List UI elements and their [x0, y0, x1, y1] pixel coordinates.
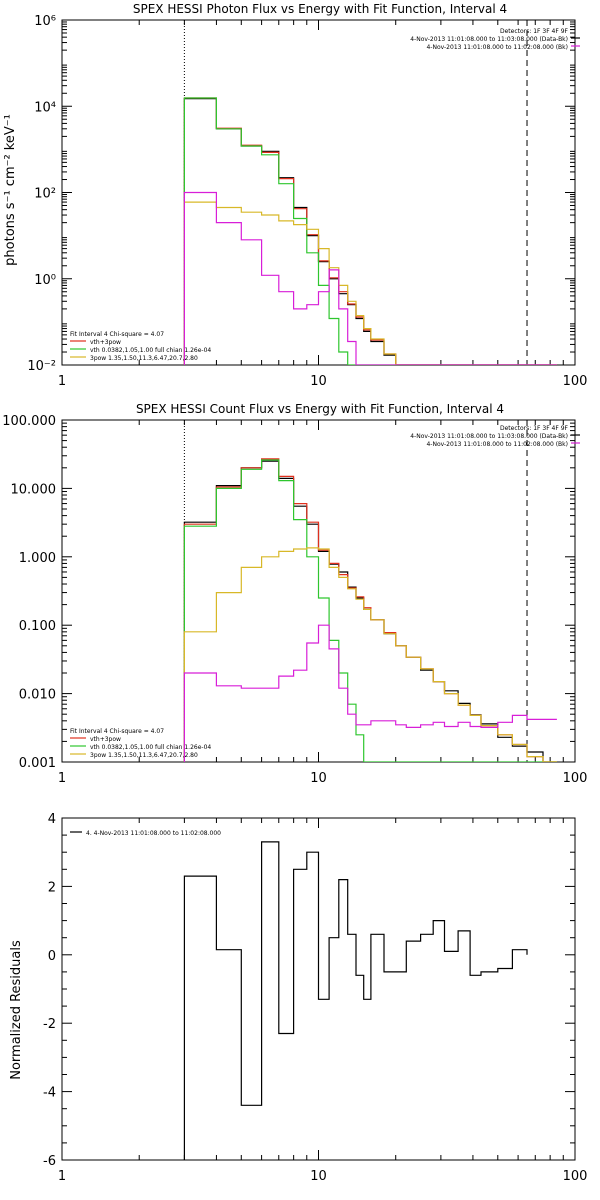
legend-3pow: 3pow 1.35,1.50,11.3,6.47,20.7,2.80 [90, 752, 198, 759]
series-bk-line [183, 191, 557, 365]
y-tick-label: 10² [34, 187, 56, 202]
y-tick-label: 0.100 [19, 619, 56, 634]
x-tick-label: 1 [58, 771, 66, 786]
legend-top-left: 4. 4-Nov-2013 11:01:08.000 to 11:02:08.0… [86, 830, 221, 837]
legend-data-bk: 4-Nov-2013 11:01:08.000 to 11:03:08.000 … [410, 36, 568, 43]
legend-bottom-left: Fit Interval 4 Chi-square = 4.07 vth+3po… [70, 331, 211, 362]
y-tick-label: 100.000 [2, 414, 56, 429]
x-tick-label: 100 [563, 1169, 588, 1184]
y-tick-label: 2 [48, 880, 56, 895]
y-tick-label: 0.010 [19, 688, 56, 703]
legend-bottom-left: Fit Interval 4 Chi-square = 4.07 vth+3po… [70, 728, 211, 759]
series-3pow-line [183, 201, 557, 365]
plot-area [183, 458, 557, 762]
series-residual-line [183, 841, 528, 1160]
legend-top-right: Detectors: 1F 3F 4F 9F 4-Nov-2013 11:01:… [410, 425, 568, 448]
legend-bk: 4-Nov-2013 11:01:08.000 to 11:02:08.000 … [426, 441, 568, 448]
x-tick-label: 10 [310, 374, 327, 389]
y-axis-label: Normalized Residuals [9, 940, 24, 1080]
legend-top-right: Detectors: 1F 3F 4F 9F 4-Nov-2013 11:01:… [410, 28, 568, 51]
legend-interval: 4. 4-Nov-2013 11:01:08.000 to 11:02:08.0… [86, 830, 221, 837]
y-tick-label: 10.000 [11, 482, 57, 497]
y-axis-label: photons s⁻¹ cm⁻² keV⁻¹ [3, 114, 18, 266]
y-tick-label: 0.001 [19, 756, 56, 771]
y-tick-label: 4 [48, 812, 56, 827]
chart-title: SPEX HESSI Photon Flux vs Energy with Fi… [133, 2, 507, 16]
legend-data-bk: 4-Nov-2013 11:01:08.000 to 11:03:08.000 … [410, 433, 568, 440]
residuals-panel: Normalized Residuals 4. 4-Nov-2013 11:01… [9, 812, 587, 1184]
plot-frame [61, 19, 576, 366]
series-3pow-line [183, 547, 557, 762]
legend-vth: vth 0.0382,1.05,1.00 full chian 1.26e-04 [90, 744, 211, 751]
plot-area [183, 841, 528, 1160]
series-vth-line [183, 97, 557, 365]
legend-fit-interval: Fit Interval 4 Chi-square = 4.07 [70, 728, 164, 735]
series-vth-line [183, 459, 557, 762]
y-tick-label: 0 [48, 949, 56, 964]
y-tick-label: 1.000 [19, 551, 56, 566]
series-bk-line [183, 624, 557, 762]
series-data-bk-line [183, 98, 557, 365]
plot-area [183, 97, 557, 365]
y-tick-label: 10⁻² [27, 359, 56, 374]
legend-detectors: Detectors: 1F 3F 4F 9F [500, 28, 569, 35]
series-vth-3pow-line [183, 97, 557, 365]
x-tick-label: 1 [58, 374, 66, 389]
legend-3pow: 3pow 1.35,1.50,11.3,6.47,20.7,2.80 [90, 355, 198, 362]
legend-vth-3pow: vth+3pow [90, 339, 121, 346]
x-tick-label: 10 [310, 1169, 327, 1184]
chart-title: SPEX HESSI Count Flux vs Energy with Fit… [136, 402, 504, 416]
x-tick-label: 100 [563, 374, 588, 389]
photon-flux-panel: SPEX HESSI Photon Flux vs Energy with Fi… [3, 2, 587, 389]
legend-vth-3pow: vth+3pow [90, 736, 121, 743]
x-tick-label: 100 [563, 771, 588, 786]
y-tick-label: 10⁴ [34, 100, 56, 115]
legend-vth: vth 0.0382,1.05,1.00 full chian 1.26e-04 [90, 347, 211, 354]
y-tick-label: 10⁰ [34, 273, 56, 288]
legend-fit-interval: Fit Interval 4 Chi-square = 4.07 [70, 331, 164, 338]
count-flux-panel: SPEX HESSI Count Flux vs Energy with Fit… [2, 402, 587, 786]
y-tick-label: 10⁶ [34, 14, 56, 29]
y-tick-label: -4 [43, 1086, 56, 1101]
x-tick-label: 1 [58, 1169, 66, 1184]
legend-detectors: Detectors: 1F 3F 4F 9F [500, 425, 569, 432]
y-tick-label: -6 [43, 1154, 56, 1169]
y-tick-label: -2 [43, 1017, 56, 1032]
legend-bk: 4-Nov-2013 11:01:08.000 to 11:02:08.000 … [426, 44, 568, 51]
x-tick-label: 10 [310, 771, 327, 786]
